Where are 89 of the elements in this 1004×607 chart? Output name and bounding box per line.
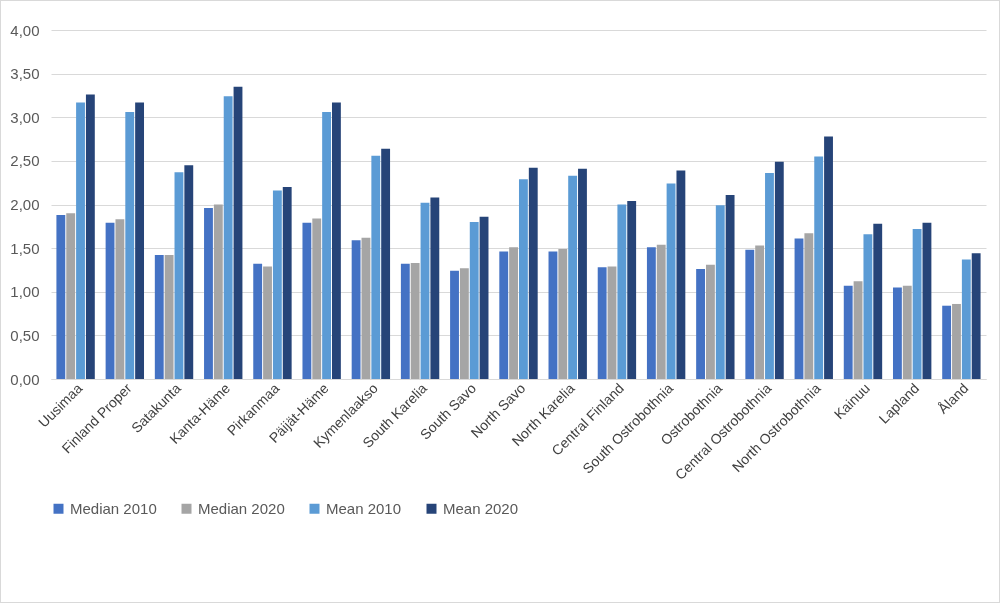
bar <box>627 201 637 379</box>
bar <box>853 281 863 379</box>
bar <box>715 205 725 379</box>
bar <box>135 102 145 379</box>
bar <box>705 264 715 379</box>
bar <box>499 251 509 379</box>
bar <box>204 207 213 379</box>
bar <box>578 168 587 379</box>
bar <box>824 136 833 379</box>
bar <box>76 102 85 379</box>
y-tick-label: 2,50 <box>10 152 40 170</box>
bar <box>85 94 95 379</box>
bar <box>912 228 922 379</box>
bar <box>400 263 410 379</box>
y-tick-label: 3,50 <box>10 65 40 83</box>
bar <box>528 167 538 379</box>
bar <box>873 223 883 379</box>
bar <box>952 303 961 379</box>
bar <box>302 222 312 379</box>
bar <box>105 222 115 379</box>
y-tick-label: 1,50 <box>10 239 40 257</box>
legend-label: Median 2010 <box>70 499 157 517</box>
y-tick-label: 0,50 <box>10 326 40 344</box>
bar <box>518 179 528 379</box>
legend-label: Mean 2020 <box>443 499 519 517</box>
legend-label: Median 2020 <box>198 499 285 517</box>
bar <box>56 214 66 379</box>
bar <box>184 165 194 379</box>
bar <box>115 219 125 379</box>
bar <box>213 204 223 379</box>
bar <box>410 262 420 379</box>
bar <box>696 269 706 379</box>
bar <box>676 170 686 379</box>
bar <box>479 216 489 379</box>
bar <box>223 96 233 379</box>
y-tick-label: 0,00 <box>10 370 40 388</box>
bar <box>725 194 735 379</box>
bar <box>745 249 755 379</box>
y-tick-label: 1,00 <box>10 283 40 301</box>
bar <box>351 240 361 379</box>
bar <box>450 270 459 379</box>
bar <box>617 204 627 379</box>
bar <box>263 266 272 379</box>
bar <box>794 238 804 379</box>
bar <box>597 267 607 379</box>
bar <box>331 102 341 379</box>
bar <box>420 202 430 379</box>
bar <box>961 259 971 379</box>
bar <box>843 285 853 379</box>
y-tick-label: 2,00 <box>10 196 40 213</box>
bar <box>253 263 263 379</box>
legend-label: Mean 2010 <box>326 499 402 517</box>
bar <box>371 155 381 379</box>
bar <box>125 112 135 379</box>
bar <box>430 197 440 379</box>
bar <box>558 249 568 379</box>
bar <box>282 187 292 379</box>
bar <box>774 161 784 379</box>
y-tick-label: 3,00 <box>10 108 40 126</box>
bar <box>804 233 814 379</box>
bar <box>814 156 824 379</box>
bar <box>902 285 912 379</box>
bar <box>646 247 656 379</box>
bar <box>272 190 282 379</box>
bar <box>233 86 243 379</box>
bar <box>164 255 174 379</box>
bar <box>548 251 558 379</box>
bar <box>971 253 981 379</box>
y-tick-label: 4,00 <box>10 21 40 39</box>
bar <box>322 112 332 379</box>
bar <box>755 245 765 379</box>
bar <box>154 255 164 379</box>
bar <box>459 268 469 379</box>
bar <box>568 175 578 379</box>
bar <box>66 213 76 379</box>
bar <box>381 148 391 379</box>
bar <box>509 247 519 379</box>
bar <box>863 234 873 379</box>
bar <box>469 221 479 379</box>
bar <box>174 172 184 379</box>
bar <box>656 244 666 379</box>
bar <box>922 222 932 379</box>
bar <box>361 237 371 379</box>
bar <box>312 218 322 379</box>
bar <box>607 266 617 379</box>
bar <box>666 183 676 379</box>
bar <box>765 173 774 379</box>
bar <box>942 305 952 379</box>
bar <box>892 287 902 379</box>
